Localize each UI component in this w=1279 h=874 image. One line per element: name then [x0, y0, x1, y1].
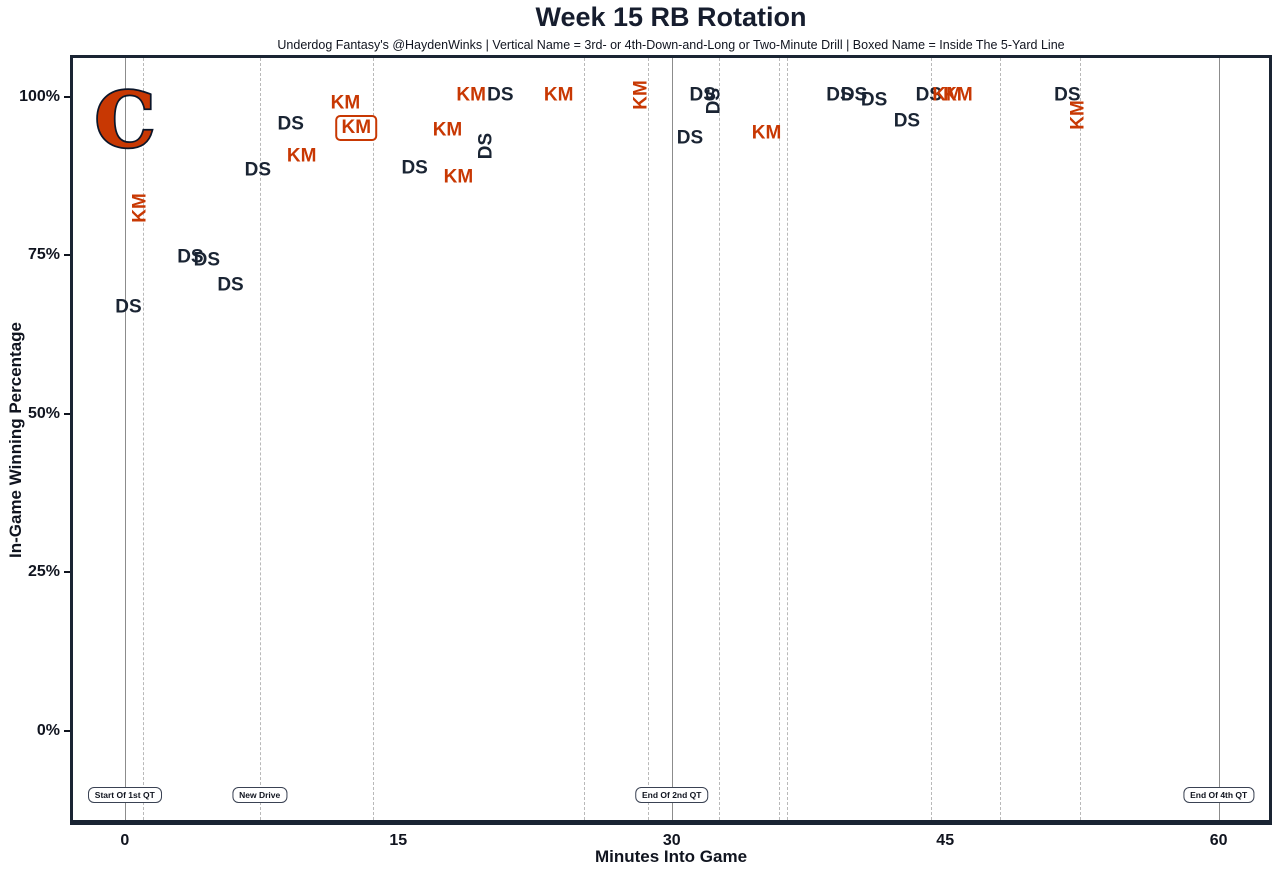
event-marker-box: Start Of 1st QT: [87, 786, 162, 803]
rb-point-label: DS: [860, 89, 888, 111]
rb-point-label: DS: [915, 84, 942, 106]
y-axis-title: In-Game Winning Percentage: [6, 322, 25, 558]
plot-area: C KM DS DS DS DS DS DS KM KM KM DS KM KM KM DS DS KM KM DS D…: [19, 55, 1272, 849]
rb-point-label: DS: [840, 84, 868, 106]
rb-point-label: DS: [1054, 84, 1081, 106]
y-tick-label: 0%: [36, 721, 60, 739]
y-tick-label: 75%: [27, 246, 60, 264]
rb-point-label: KM: [751, 122, 782, 144]
rb-point-label: KM: [330, 92, 361, 114]
rb-point-label: DS: [115, 296, 142, 318]
rb-point-label: KM: [432, 119, 463, 141]
new-drive-gridline: [786, 58, 788, 820]
new-drive-gridline: [143, 58, 144, 820]
y-tick-mark: [64, 729, 70, 732]
event-marker-box: End Of 2nd QT: [634, 786, 709, 803]
rb-point-label: DS: [703, 87, 725, 114]
new-drive-gridline: [584, 58, 586, 820]
y-tick-mark: [64, 254, 70, 257]
rb-point-label: DS: [676, 127, 704, 149]
new-drive-gridline: [1080, 58, 1082, 820]
chart-title: Week 15 RB Rotation: [535, 2, 807, 32]
rb-point-label: KM: [543, 84, 574, 106]
rb-point-label: KM: [1067, 100, 1089, 131]
y-tick-mark: [64, 95, 70, 98]
x-tick-label: 45: [936, 832, 955, 849]
event-marker-box: New Drive: [232, 786, 288, 803]
rb-point-label: DS: [277, 113, 304, 135]
quarter-gridline: [124, 58, 126, 820]
new-drive-gridline: [372, 58, 374, 820]
chart-subtitle: Underdog Fantasy's @HaydenWinks | Vertic…: [277, 38, 1065, 52]
rb-point-label: DS: [193, 249, 221, 271]
rb-point-label: DS: [475, 133, 497, 160]
rb-point-label: DS: [401, 157, 428, 179]
svg-text:C: C: [95, 87, 156, 159]
rb-point-label: DS: [244, 159, 272, 181]
rb-point-label: DS: [177, 246, 204, 268]
new-drive-gridline: [779, 58, 781, 820]
bears-c-glyph: C: [93, 74, 157, 167]
rb-point-label: KM: [932, 84, 962, 106]
y-tick-label: 50%: [27, 404, 60, 422]
event-marker-box: End Of 4th QT: [1183, 786, 1255, 803]
quarter-gridline: [671, 58, 673, 820]
x-axis-title: Minutes Into Game: [594, 847, 748, 866]
new-drive-gridline: [719, 58, 721, 820]
rb-point-label: KM: [456, 84, 486, 106]
x-tick-label: 60: [1209, 832, 1228, 849]
rb-point-label: DS: [826, 84, 853, 106]
new-drive-gridline: [259, 58, 261, 820]
rb-point-label: KM: [443, 166, 474, 188]
rb-point-label: KM: [129, 193, 151, 224]
new-drive-gridline: [930, 58, 932, 820]
quarter-gridline: [1218, 58, 1220, 820]
y-tick-label: 25%: [27, 563, 60, 581]
rb-point-label: KM: [286, 145, 317, 167]
y-tick-mark: [64, 571, 70, 574]
rb-point-label: KM: [943, 84, 973, 106]
new-drive-gridline: [999, 58, 1001, 820]
x-tick-label: 15: [389, 832, 408, 849]
y-tick-mark: [64, 412, 70, 415]
plot-inner: C KM DS DS DS DS DS DS KM KM KM DS KM KM KM DS DS KM KM DS D…: [19, 58, 1269, 849]
rb-point-label: KM: [335, 114, 378, 141]
rb-point-label: DS: [893, 110, 921, 132]
y-tick-label: 100%: [19, 87, 60, 105]
rb-point-label: KM: [630, 80, 652, 110]
rb-point-label: DS: [217, 274, 244, 296]
rb-point-label: DS: [487, 84, 514, 106]
bears-logo-icon: C: [77, 74, 173, 167]
x-tick-label: 30: [662, 832, 681, 849]
rb-point-label: DS: [689, 84, 716, 106]
x-tick-label: 0: [120, 832, 130, 849]
new-drive-gridline: [648, 58, 650, 820]
